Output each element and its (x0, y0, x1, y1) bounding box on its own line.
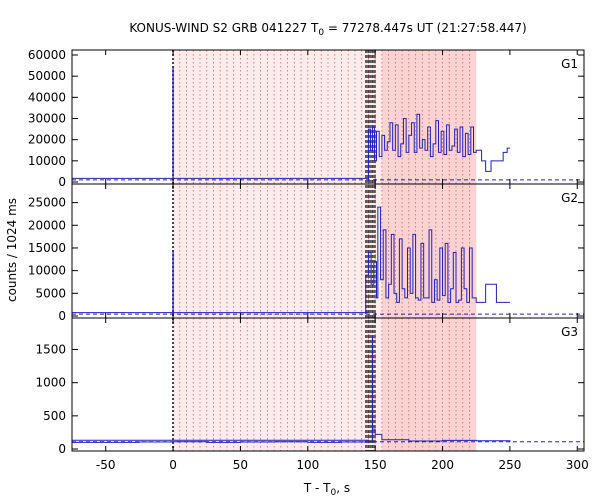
y-tick-label: 60000 (28, 48, 66, 62)
y-axis-label: counts / 1024 ms (5, 198, 19, 302)
x-tick-label: 300 (566, 458, 589, 472)
y-tick-label: 15000 (28, 241, 66, 255)
y-tick-label: 500 (43, 409, 66, 423)
counts-step-series (365, 206, 510, 315)
y-tick-label: 1500 (35, 343, 66, 357)
x-tick-label: 0 (169, 458, 177, 472)
x-tick-label: 200 (431, 458, 454, 472)
y-tick-label: 0 (58, 442, 66, 456)
y-tick-label: 40000 (28, 90, 66, 104)
y-tick-label: 30000 (28, 112, 66, 126)
dotted-lines-layer (172, 50, 470, 451)
x-tick-label: -50 (96, 458, 116, 472)
counts-step-series (71, 428, 511, 443)
x-tick-label: 150 (364, 458, 387, 472)
counts-step-series (367, 113, 510, 180)
panel-label: G1 (561, 57, 578, 71)
panel-label: G3 (561, 325, 578, 339)
panel-label: G2 (561, 191, 578, 205)
x-tick-label: 100 (296, 458, 319, 472)
x-axis-label: T - T0, s (303, 481, 350, 498)
x-tick-label: 50 (233, 458, 248, 472)
data-layer (71, 67, 584, 443)
y-tick-label: 5000 (35, 286, 66, 300)
x-tick-label: 250 (498, 458, 521, 472)
y-tick-label: 1000 (35, 376, 66, 390)
y-tick-label: 25000 (28, 196, 66, 210)
y-tick-label: 10000 (28, 154, 66, 168)
chart-title: KONUS-WIND S2 GRB 041227 T0 = 77278.447s… (129, 21, 526, 38)
y-tick-label: 50000 (28, 69, 66, 83)
y-tick-label: 20000 (28, 133, 66, 147)
y-tick-label: 20000 (28, 218, 66, 232)
text-layer: KONUS-WIND S2 GRB 041227 T0 = 77278.447s… (5, 21, 589, 498)
panel-frame (71, 317, 585, 452)
y-tick-label: 0 (58, 309, 66, 323)
shade-layer (173, 50, 477, 451)
y-tick-label: 0 (58, 175, 66, 189)
frame-layer (71, 49, 585, 452)
y-tick-label: 10000 (28, 264, 66, 278)
